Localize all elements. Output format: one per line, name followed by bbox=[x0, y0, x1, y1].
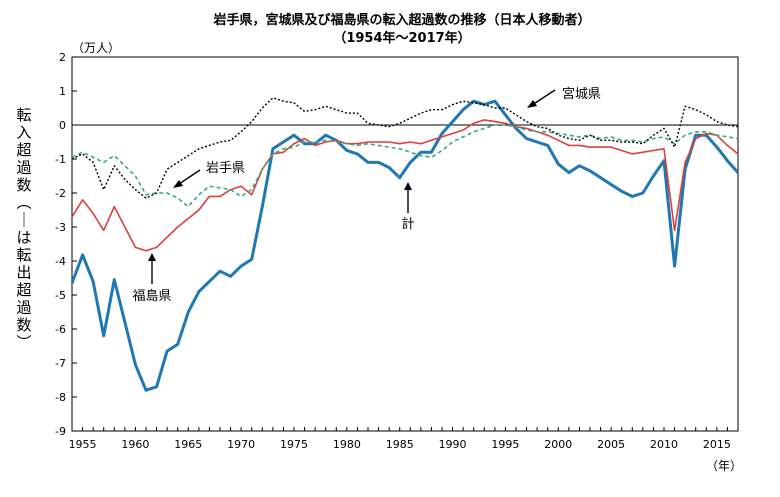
x-tick-label: 1975 bbox=[280, 438, 308, 451]
annotation-iwate: 岩手県 bbox=[173, 161, 245, 188]
chart-title: 岩手県，宮城県及び福島県の転入超過数の推移（日本人移動者） bbox=[212, 12, 590, 28]
y-tick-label: -4 bbox=[55, 255, 66, 268]
x-tick-label: 1955 bbox=[69, 438, 97, 451]
label-total: 計 bbox=[401, 216, 414, 232]
series-line-miyagi bbox=[71, 97, 739, 199]
arrowhead-fukushima bbox=[148, 253, 156, 261]
y-axis-label-char: 超 bbox=[16, 281, 31, 299]
arrowhead-miyagi bbox=[527, 100, 537, 108]
x-tick-label: 1995 bbox=[491, 438, 519, 451]
series-line-total bbox=[70, 99, 740, 392]
y-axis-label-char: ︶ bbox=[16, 334, 31, 352]
x-tick-label: 2015 bbox=[703, 438, 731, 451]
y-axis-label-char: 数 bbox=[16, 316, 31, 334]
unit-label: （万人） bbox=[72, 41, 120, 55]
y-tick-label: -3 bbox=[55, 221, 66, 234]
annotation-miyagi: 宮城県 bbox=[527, 86, 601, 108]
y-tick-label: -8 bbox=[55, 391, 66, 404]
y-tick-label: 0 bbox=[59, 119, 66, 132]
annotation-total: 計 bbox=[401, 182, 415, 232]
y-axis-label-char: 転 bbox=[16, 246, 31, 264]
annotation-fukushima: 福島県 bbox=[132, 253, 172, 304]
y-axis-label-char: は bbox=[16, 229, 31, 247]
x-axis-ticks: 1955 1960 1965 1970 1975 1980 1985 1990 1995 2000… bbox=[69, 427, 739, 451]
series-lines bbox=[70, 97, 740, 392]
x-tick-label: 2005 bbox=[597, 438, 625, 451]
x-tick-label: 1980 bbox=[333, 438, 361, 451]
y-axis-label-char: 数 bbox=[16, 176, 31, 194]
y-tick-label: -6 bbox=[55, 323, 66, 336]
arrowhead-iwate bbox=[173, 180, 183, 188]
x-tick-label: 1970 bbox=[227, 438, 255, 451]
y-axis-label-char: ︵ bbox=[16, 194, 31, 212]
x-tick-label: 1990 bbox=[439, 438, 467, 451]
series-line-iwate bbox=[71, 124, 739, 208]
y-tick-label: 1 bbox=[59, 85, 66, 98]
y-axis-label-char: 超 bbox=[16, 141, 31, 159]
x-tick-label: 2000 bbox=[544, 438, 572, 451]
x-tick-label: 1985 bbox=[386, 438, 414, 451]
arrowhead-total bbox=[404, 182, 412, 190]
series-line-fukushima bbox=[71, 119, 739, 252]
x-tick-label: 1960 bbox=[121, 438, 149, 451]
y-tick-label: -2 bbox=[55, 187, 66, 200]
y-axis-label-char: 転 bbox=[16, 106, 31, 124]
plot-frame bbox=[71, 56, 739, 432]
y-tick-label: -9 bbox=[55, 425, 66, 438]
y-tick-label: -7 bbox=[55, 357, 66, 370]
label-fukushima: 福島県 bbox=[132, 289, 171, 304]
y-tick-label: -5 bbox=[55, 289, 66, 302]
y-axis-label-char: 過 bbox=[16, 299, 31, 317]
y-axis-ticks: 2 1 0 -1 -2 -3 -4 -5 -6 -7 -8 -9 bbox=[55, 51, 738, 438]
x-axis-label: （年） bbox=[706, 459, 742, 473]
y-tick-label: 2 bbox=[59, 51, 66, 64]
y-axis-label-char: 入 bbox=[16, 124, 31, 142]
x-tick-label: 1965 bbox=[174, 438, 202, 451]
y-tick-label: -1 bbox=[55, 153, 66, 166]
label-iwate: 岩手県 bbox=[206, 161, 245, 176]
y-axis-label-char: 過 bbox=[16, 159, 31, 177]
y-axis-label-char: ｜ bbox=[16, 211, 31, 229]
x-tick-label: 2010 bbox=[650, 438, 678, 451]
y-axis-label-char: 出 bbox=[16, 264, 31, 282]
chart-subtitle: （1954年～2017年） bbox=[333, 30, 470, 46]
label-miyagi: 宮城県 bbox=[562, 86, 601, 102]
